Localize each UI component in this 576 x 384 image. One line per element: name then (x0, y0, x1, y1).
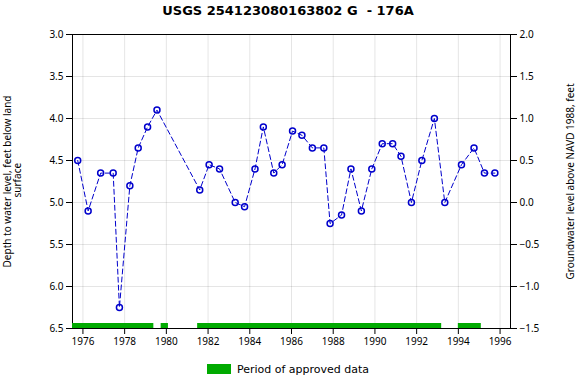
svg-text:1988: 1988 (322, 334, 345, 348)
svg-text:−1.5: −1.5 (520, 321, 540, 335)
svg-text:4.5: 4.5 (49, 153, 63, 167)
svg-text:1978: 1978 (113, 334, 136, 348)
svg-text:1994: 1994 (447, 334, 470, 348)
svg-text:6.0: 6.0 (49, 279, 63, 293)
svg-text:−1.0: −1.0 (520, 279, 540, 293)
svg-text:1.5: 1.5 (520, 69, 534, 83)
svg-text:1976: 1976 (71, 334, 94, 348)
svg-text:1996: 1996 (489, 334, 512, 348)
svg-text:3.0: 3.0 (49, 27, 63, 41)
svg-text:4.0: 4.0 (49, 111, 63, 125)
svg-text:0.5: 0.5 (520, 153, 534, 167)
svg-text:0.0: 0.0 (520, 195, 534, 209)
svg-text:1986: 1986 (280, 334, 303, 348)
svg-text:1980: 1980 (155, 334, 178, 348)
svg-text:2.0: 2.0 (520, 27, 534, 41)
svg-text:3.5: 3.5 (49, 69, 63, 83)
svg-text:5.5: 5.5 (49, 237, 63, 251)
svg-text:5.0: 5.0 (49, 195, 63, 209)
svg-text:Groundwater level above NAVD 1: Groundwater level above NAVD 1988, feet (563, 83, 576, 279)
svg-text:1984: 1984 (238, 334, 261, 348)
svg-text:1982: 1982 (197, 334, 220, 348)
svg-text:1992: 1992 (405, 334, 428, 348)
svg-text:1.0: 1.0 (520, 111, 534, 125)
svg-text:Depth to water level, feet bel: Depth to water level, feet below land su… (0, 96, 24, 268)
html-text:Period of approved data: Period of approved data (236, 362, 370, 376)
svg-text:6.5: 6.5 (49, 321, 63, 335)
svg-text:−0.5: −0.5 (520, 237, 540, 251)
svg-text:1990: 1990 (363, 334, 386, 348)
html-text:USGS 254123080163802 G - 176A: USGS 254123080163802 G - 176A (162, 3, 414, 18)
